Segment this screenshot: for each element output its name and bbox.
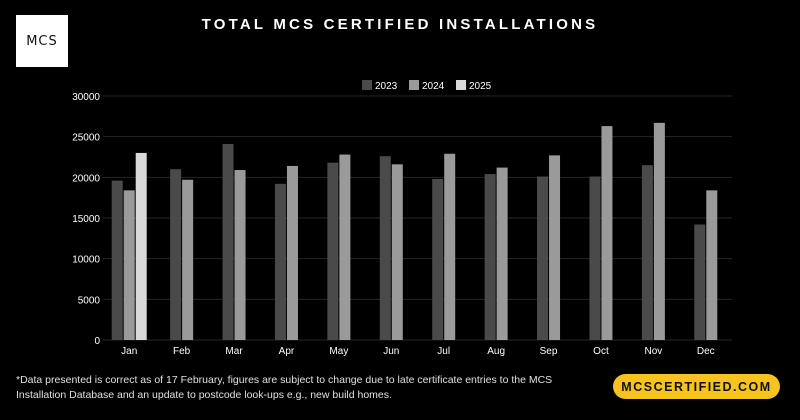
bar-2023-feb [170, 169, 182, 340]
bar-2024-mar [234, 170, 246, 340]
y-tick-label: 20000 [72, 173, 100, 184]
website-badge[interactable]: MCSCERTIFIED.COM [613, 374, 780, 399]
bar-2024-apr [286, 165, 298, 340]
mcs-logo: MCS [16, 15, 68, 67]
bar-2024-sep [549, 155, 561, 340]
bar-2023-dec [694, 224, 706, 340]
x-tick-label: Sep [540, 346, 558, 357]
bar-2023-jan [111, 180, 123, 340]
chart-title: TOTAL MCS CERTIFIED INSTALLATIONS [201, 16, 599, 33]
bar-2023-mar [222, 143, 234, 340]
bar-2023-jun [379, 156, 391, 340]
y-tick-label: 25000 [72, 133, 100, 144]
bar-2025-jan [135, 152, 147, 340]
x-tick-label: Jul [437, 346, 450, 357]
bar-2023-jul [432, 178, 444, 340]
legend-swatch-2025 [456, 80, 466, 90]
x-tick-label: Jan [121, 346, 137, 357]
bar-2024-dec [706, 190, 718, 340]
x-tick-label: Dec [697, 346, 715, 357]
legend-label-2024: 2024 [422, 81, 445, 92]
legend-swatch-2024 [409, 80, 419, 90]
x-tick-label: Nov [644, 346, 662, 357]
bar-2023-sep [537, 176, 549, 340]
x-tick-label: Feb [173, 346, 191, 357]
x-tick-label: May [329, 346, 348, 357]
bar-2024-jun [391, 164, 403, 340]
x-tick-label: Aug [487, 346, 505, 357]
bar-2024-oct [601, 126, 613, 341]
website-badge-label: MCSCERTIFIED.COM [621, 379, 772, 394]
bar-2023-nov [641, 165, 653, 340]
bar-2024-may [339, 154, 351, 340]
bar-2023-apr [274, 183, 286, 340]
y-tick-label: 0 [94, 336, 100, 347]
y-tick-label: 5000 [78, 295, 101, 306]
y-tick-label: 15000 [72, 214, 100, 225]
x-tick-label: Mar [225, 346, 243, 357]
bar-2024-aug [496, 167, 508, 340]
bar-2024-jan [123, 190, 135, 340]
legend-label-2025: 2025 [469, 81, 492, 92]
legend-label-2023: 2023 [375, 81, 398, 92]
bar-2024-nov [653, 122, 665, 340]
bar-2024-jul [444, 153, 456, 340]
bar-2024-feb [182, 179, 194, 340]
x-tick-label: Apr [279, 346, 295, 357]
bar-2023-may [327, 162, 339, 340]
bar-2023-oct [589, 176, 601, 340]
legend-swatch-2023 [362, 80, 372, 90]
footnote: *Data presented is correct as of 17 Febr… [16, 374, 553, 401]
y-tick-label: 30000 [72, 92, 100, 103]
y-tick-label: 10000 [72, 255, 100, 266]
logo-text: MCS [26, 33, 58, 49]
x-tick-label: Oct [593, 346, 609, 357]
x-tick-label: Jun [383, 346, 399, 357]
bar-2023-aug [484, 174, 496, 340]
